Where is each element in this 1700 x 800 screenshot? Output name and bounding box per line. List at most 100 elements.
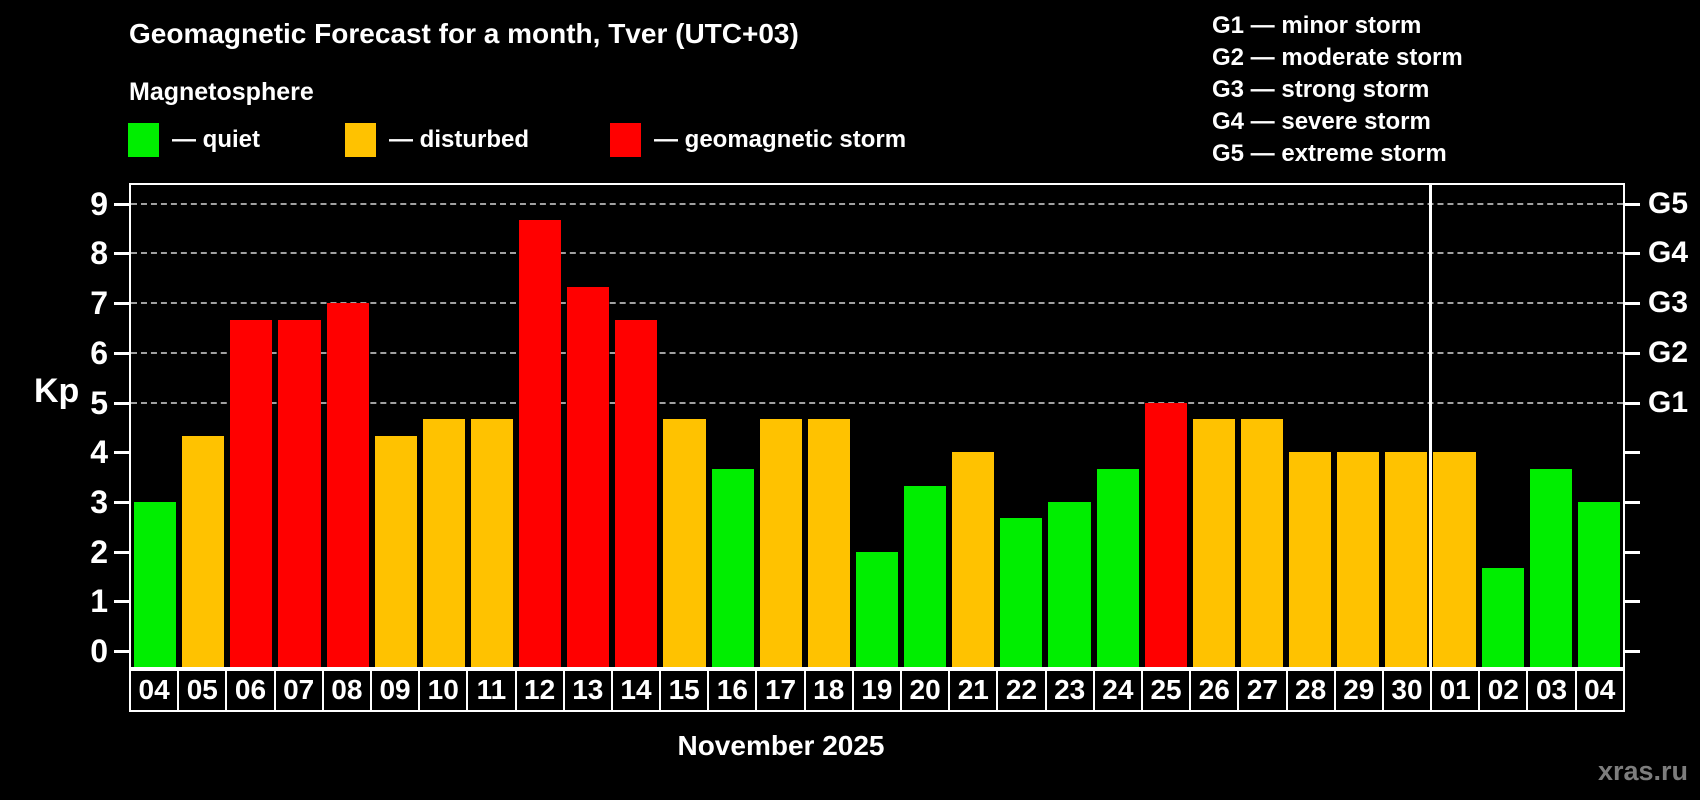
right-y-tick-2: [1625, 550, 1640, 554]
bar-day-15: [663, 418, 706, 667]
y-tick-label-6: 6: [90, 334, 108, 371]
plot-area: [114, 183, 1640, 669]
bar-day-08: [326, 303, 369, 667]
x-axis-month-label: November 2025: [677, 730, 885, 761]
legend-label-quiet: — quiet: [172, 126, 260, 153]
left-y-tick-7: [114, 302, 129, 306]
bar-day-28: [1289, 452, 1332, 667]
right-y-tick-8: [1625, 252, 1640, 256]
x-day-label-05-nov: 05: [177, 669, 228, 712]
right-y-tick-6: [1625, 351, 1640, 355]
x-day-label-01-dec: 01: [1430, 669, 1481, 712]
bar-day-02: [1481, 568, 1524, 667]
storm-color-swatch: [610, 123, 641, 157]
bar-day-09: [374, 435, 417, 667]
g-scale-legend: G1 — minor storm G2 — moderate storm G3 …: [1212, 10, 1463, 170]
left-y-tick-9: [114, 202, 129, 206]
x-day-label-28-nov: 28: [1285, 669, 1336, 712]
gridline-kp7: [131, 302, 1623, 305]
right-axis-label-g4: G4: [1648, 236, 1689, 270]
x-day-label-19-nov: 19: [851, 669, 902, 712]
y-tick-label-0: 0: [90, 633, 108, 669]
bar-day-03: [1529, 468, 1572, 667]
bar-day-19: [855, 551, 899, 667]
bar-day-01: [1433, 452, 1476, 667]
x-day-label-10-nov: 10: [418, 669, 469, 712]
left-y-tick-0: [114, 650, 129, 653]
bar-day-04: [134, 501, 177, 667]
x-day-label-08-nov: 08: [321, 669, 372, 712]
y-tick-label-9: 9: [90, 185, 108, 222]
x-day-label-21-nov: 21: [948, 669, 999, 712]
left-y-tick-6: [114, 351, 129, 355]
x-day-label-04-dec: 04: [1574, 669, 1625, 712]
x-day-label-18-nov: 18: [803, 669, 854, 712]
x-day-label-25-nov: 25: [1140, 669, 1192, 712]
right-y-tick-0: [1625, 650, 1640, 653]
y-tick-label-7: 7: [90, 285, 108, 322]
y-tick-label-3: 3: [90, 483, 108, 520]
g-legend-row-g2: G2 — moderate storm: [1212, 44, 1463, 71]
bar-day-16: [711, 468, 754, 667]
bar-day-06: [230, 319, 273, 667]
bar-day-07: [278, 319, 321, 667]
bar-day-21: [952, 452, 995, 667]
bar-day-05: [182, 435, 225, 667]
x-day-label-30-nov: 30: [1381, 669, 1433, 712]
legend-item-storm: — geomagnetic storm: [610, 123, 906, 157]
right-y-tick-5: [1625, 401, 1640, 405]
right-y-tick-9: [1625, 202, 1640, 206]
x-day-label-02-dec: 02: [1478, 669, 1529, 712]
left-y-tick-8: [114, 252, 129, 256]
bar-day-26: [1192, 418, 1235, 667]
x-day-label-17-nov: 17: [755, 669, 806, 712]
right-axis-label-g2: G2: [1648, 335, 1689, 369]
legend-label-disturbed: — disturbed: [389, 126, 530, 153]
right-axis-label-g3: G3: [1648, 286, 1689, 320]
x-day-label-27-nov: 27: [1237, 669, 1288, 712]
quiet-color-swatch: [128, 123, 159, 157]
disturbed-color-swatch: [345, 123, 376, 157]
bar-day-27: [1240, 418, 1284, 667]
y-tick-label-2: 2: [90, 533, 108, 570]
x-day-label-22-nov: 22: [996, 669, 1047, 712]
x-day-label-13-nov: 13: [562, 669, 613, 712]
y-tick-label-4: 4: [90, 434, 108, 471]
bar-day-24: [1096, 468, 1139, 667]
bar-day-13: [567, 286, 610, 667]
left-y-tick-1: [114, 600, 129, 604]
y-tick-label-5: 5: [90, 384, 108, 421]
gridline-kp6: [131, 351, 1623, 354]
bar-day-25: [1144, 402, 1187, 667]
right-axis-label-g5: G5: [1648, 186, 1689, 220]
bar-day-14: [615, 319, 658, 667]
bar-day-23: [1048, 501, 1091, 667]
g-legend-row-g3: G3 — strong storm: [1212, 76, 1430, 103]
x-day-label-20-nov: 20: [900, 669, 951, 712]
x-day-label-07-nov: 07: [273, 669, 324, 712]
x-day-label-03-dec: 03: [1526, 669, 1577, 712]
y-tick-label-8: 8: [90, 235, 108, 272]
right-y-tick-4: [1625, 451, 1640, 455]
x-day-label-06-nov: 06: [225, 669, 276, 712]
x-day-label-29-nov: 29: [1333, 669, 1384, 712]
g-legend-row-g1: G1 — minor storm: [1212, 12, 1422, 39]
month-separator-line: [1428, 185, 1432, 667]
right-y-tick-1: [1625, 600, 1640, 604]
x-day-label-15-nov: 15: [659, 669, 710, 712]
legend-item-quiet: — quiet: [128, 123, 260, 157]
subtitle-magnetosphere: Magnetosphere: [129, 78, 314, 106]
right-y-tick-7: [1625, 302, 1640, 306]
legend-item-disturbed: — disturbed: [345, 123, 529, 157]
x-day-label-14-nov: 14: [610, 669, 662, 712]
left-y-tick-4: [114, 451, 129, 455]
left-y-tick-3: [114, 500, 129, 504]
bar-day-22: [1000, 518, 1043, 667]
x-day-label-04-nov: 04: [129, 669, 180, 712]
bar-day-12: [519, 220, 562, 667]
gridline-kp8: [131, 252, 1623, 255]
gridline-kp9: [131, 202, 1623, 205]
x-day-label-24-nov: 24: [1092, 669, 1143, 712]
x-day-label-12-nov: 12: [514, 669, 565, 712]
